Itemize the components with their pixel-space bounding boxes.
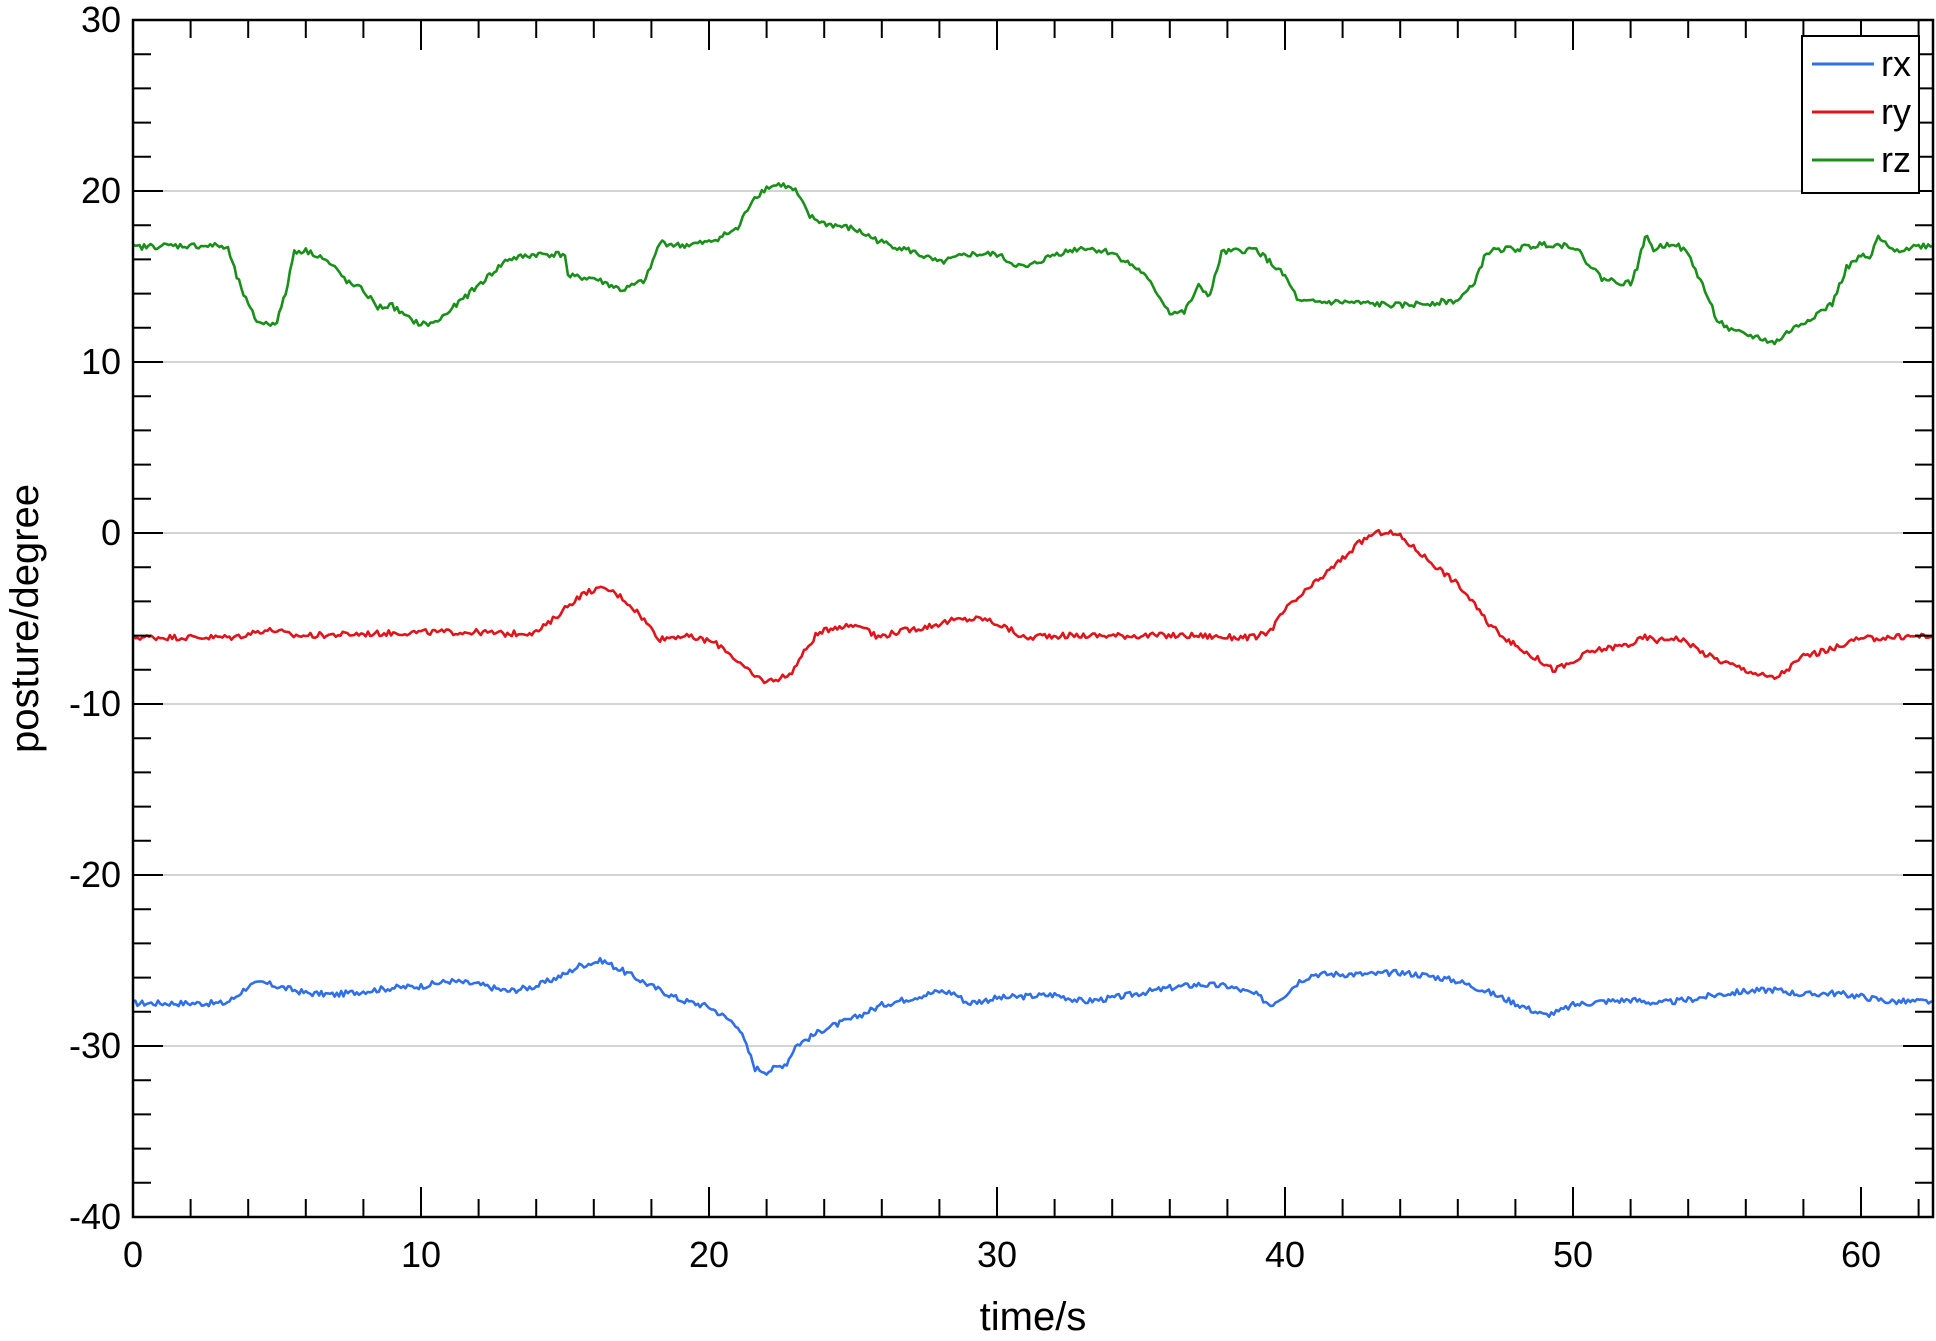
legend-label-rz: rz (1881, 139, 1911, 180)
y-tick-label: -10 (69, 683, 121, 724)
y-tick-label: 10 (81, 341, 121, 382)
series-line-ry (131, 528, 1934, 685)
legend-label-rx: rx (1881, 43, 1911, 84)
gridlines (133, 190, 1933, 1047)
x-tick-label: 20 (689, 1234, 729, 1275)
x-axis-tick-labels: 0 10 20 30 40 50 60 (123, 1234, 1881, 1275)
y-tick-label: -40 (69, 1196, 121, 1237)
legend-box (1801, 35, 1920, 194)
x-tick-label: 60 (1841, 1234, 1881, 1275)
y-tick-label: 30 (81, 0, 121, 40)
series-layer (131, 182, 1934, 1076)
y-tick-label: -20 (69, 854, 121, 895)
y-axis-title: posture/degree (3, 484, 47, 753)
plot-frame (131, 18, 1935, 1219)
legend-label-ry: ry (1881, 91, 1911, 132)
y-tick-label: -30 (69, 1025, 121, 1066)
y-axis-tick-labels: -40 -30 -20 -10 0 10 20 30 (69, 0, 121, 1237)
x-tick-label: 30 (977, 1234, 1017, 1275)
series-line-rx (132, 956, 1934, 1076)
y-tick-label: 0 (101, 512, 121, 553)
x-tick-label: 10 (401, 1234, 441, 1275)
y-tick-label: 20 (81, 170, 121, 211)
legend: rx ry rz (1801, 35, 1920, 194)
x-tick-label: 50 (1553, 1234, 1593, 1275)
series-line-rz (132, 182, 1934, 346)
x-axis-title: time/s (980, 1295, 1087, 1339)
x-tick-label: 40 (1265, 1234, 1305, 1275)
axis-ticks (132, 19, 1933, 1218)
x-tick-label: 0 (123, 1234, 143, 1275)
